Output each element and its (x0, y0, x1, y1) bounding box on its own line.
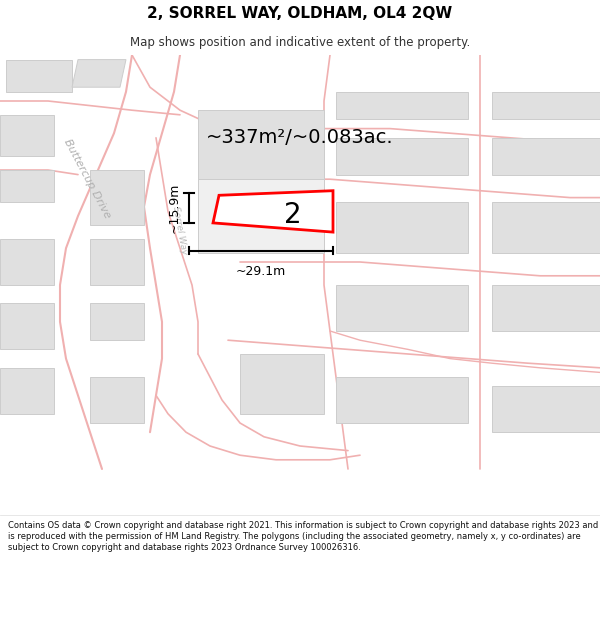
Polygon shape (336, 138, 468, 174)
Polygon shape (0, 239, 54, 285)
Polygon shape (492, 138, 600, 174)
Polygon shape (0, 170, 54, 202)
Polygon shape (0, 368, 54, 414)
Polygon shape (198, 110, 324, 179)
Polygon shape (240, 354, 324, 414)
Polygon shape (336, 92, 468, 119)
Polygon shape (0, 115, 54, 156)
Polygon shape (90, 170, 144, 225)
Text: ~29.1m: ~29.1m (236, 265, 286, 278)
Polygon shape (0, 303, 54, 349)
Polygon shape (336, 377, 468, 423)
Polygon shape (492, 202, 600, 252)
Text: Buttercup Drive: Buttercup Drive (62, 138, 112, 221)
Polygon shape (492, 285, 600, 331)
Text: ~15.9m: ~15.9m (167, 182, 181, 233)
Polygon shape (213, 191, 333, 232)
Polygon shape (72, 59, 126, 88)
Text: 2: 2 (284, 201, 301, 229)
Polygon shape (336, 285, 468, 331)
Polygon shape (492, 92, 600, 119)
Text: ~337m²/~0.083ac.: ~337m²/~0.083ac. (206, 128, 394, 148)
Text: Contains OS data © Crown copyright and database right 2021. This information is : Contains OS data © Crown copyright and d… (8, 521, 598, 552)
Text: 2, SORREL WAY, OLDHAM, OL4 2QW: 2, SORREL WAY, OLDHAM, OL4 2QW (148, 6, 452, 21)
Polygon shape (492, 386, 600, 432)
Polygon shape (90, 377, 144, 423)
Polygon shape (90, 303, 144, 340)
Polygon shape (6, 59, 72, 92)
Text: Sorrel Way: Sorrel Way (172, 205, 188, 254)
Text: Map shows position and indicative extent of the property.: Map shows position and indicative extent… (130, 36, 470, 49)
Polygon shape (90, 239, 144, 285)
Polygon shape (198, 179, 324, 253)
Polygon shape (336, 202, 468, 252)
